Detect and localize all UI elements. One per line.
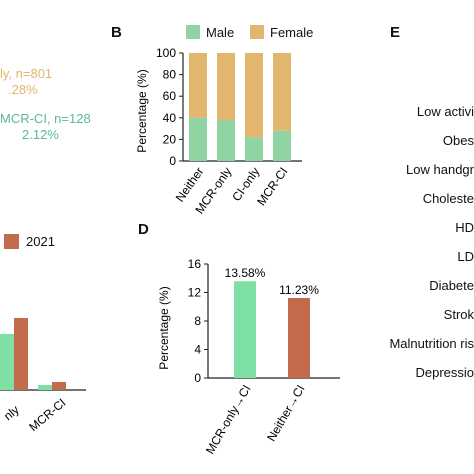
chart-d-data-label: 13.58%	[225, 266, 266, 280]
chart-a-bar	[52, 382, 66, 390]
chart-b-y-tick-label: 20	[163, 132, 177, 146]
chart-d-y-tick-label: 0	[194, 371, 201, 385]
chart-d-bar	[288, 297, 310, 378]
legend-swatch-2021	[4, 234, 19, 249]
factor-label: Malnutrition ris	[389, 336, 474, 351]
chart-d-x-tick-label: MCR-only→CI	[203, 383, 254, 457]
chart-b-bar-female	[273, 53, 291, 131]
chart-b-bar-male	[273, 130, 291, 161]
chart-b-bar-male	[217, 119, 235, 161]
factor-label: HD	[455, 220, 474, 235]
factor-label: Obes	[442, 133, 474, 148]
chart-a-bar	[14, 318, 28, 390]
chart-d-y-tick-label: 8	[194, 314, 201, 328]
chart-b-bar-male	[245, 137, 263, 161]
factor-label: Low handgr	[406, 162, 474, 177]
legend-swatch-male	[186, 25, 200, 39]
legend-label-female: Female	[270, 25, 314, 40]
chart-d: Percentage (%) 0 4 8 12 16 13.58% 11.23% MCR-…	[157, 257, 340, 457]
chart-b-y-tick-label: 60	[163, 89, 177, 103]
chart-b-y-tick-label: 0	[169, 154, 176, 168]
factor-label: Diabete	[429, 278, 474, 293]
chart-a-tick-label: MCR-CI	[26, 396, 68, 435]
chart-d-y-tick-label: 12	[188, 286, 202, 300]
chart-a-bar	[0, 334, 14, 390]
chart-d-x-tick-label: Neither→CI	[264, 383, 307, 444]
chart-b-y-tick-label: 100	[156, 46, 176, 60]
factor-label: Depressio	[415, 365, 474, 380]
chart-b-y-tick-label: 80	[163, 68, 177, 82]
factor-label: Low activi	[416, 104, 474, 119]
chart-a-tick-label: nly	[1, 403, 22, 424]
chart-d-y-tick-label: 16	[188, 257, 202, 271]
chart-b-bar-female	[217, 53, 235, 120]
chart-b-bar-female	[245, 53, 263, 138]
chart-d-y-axis-label: Percentage (%)	[157, 286, 171, 369]
chart-d-y-tick-label: 4	[194, 343, 201, 357]
legend-swatch-female	[250, 25, 264, 39]
chart-b-bar-male	[189, 117, 207, 161]
factor-label: Choleste	[422, 191, 474, 206]
chart-d-data-label: 11.23%	[279, 283, 319, 297]
panel-label-e: E	[390, 24, 401, 41]
chart-d-bar	[234, 281, 256, 378]
chart-b-y-tick-label: 40	[163, 111, 177, 125]
chart-a-bar	[38, 385, 52, 390]
panel-label-b: B	[111, 24, 122, 41]
panel-label-d: D	[138, 221, 149, 238]
chart-b-bar-female	[189, 53, 207, 118]
annotation-mcr-ci-percent: 2.12%	[22, 127, 59, 142]
chart-b-y-axis-label: Percentage (%)	[135, 69, 149, 152]
annotation-mcr-ci-count: MCR-CI, n=128	[0, 111, 91, 126]
legend-label-2021: 2021	[26, 234, 55, 249]
annotation-mcr-only-count: ly, n=801	[0, 66, 53, 81]
factor-label: Strok	[443, 307, 474, 322]
panel-e-factor-list: Low activi Obes Low handgr Choleste HD L…	[374, 0, 474, 474]
annotation-mcr-only-percent: .28%	[8, 82, 38, 97]
legend-label-male: Male	[206, 25, 235, 40]
chart-a: nly MCR-CI	[0, 318, 86, 435]
factor-label: LD	[457, 249, 474, 264]
